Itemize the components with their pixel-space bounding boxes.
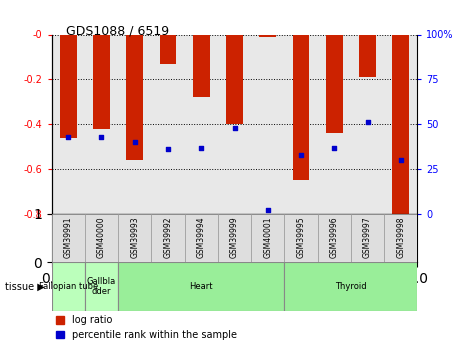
Bar [226, 34, 243, 124]
Bar [118, 214, 151, 262]
Bar [52, 34, 85, 214]
Bar [52, 262, 85, 310]
Text: GSM39991: GSM39991 [64, 216, 73, 258]
Bar [251, 214, 284, 262]
Bar [259, 34, 276, 37]
Bar [85, 214, 118, 262]
Bar [193, 34, 210, 97]
Bar [151, 34, 185, 214]
Bar [284, 34, 318, 214]
Point [231, 125, 238, 130]
Text: tissue ▶: tissue ▶ [5, 282, 45, 291]
Text: GSM39997: GSM39997 [363, 216, 372, 258]
Bar [384, 214, 417, 262]
Bar [351, 34, 384, 214]
Point [331, 145, 338, 150]
Bar [185, 214, 218, 262]
Text: GSM39992: GSM39992 [164, 216, 173, 258]
Bar [151, 214, 185, 262]
Text: Heart: Heart [189, 282, 213, 291]
Text: GSM40001: GSM40001 [263, 216, 272, 258]
Bar [60, 34, 76, 138]
Bar [293, 34, 310, 180]
Bar [52, 214, 85, 262]
Point [131, 139, 138, 145]
Bar [118, 262, 284, 310]
Point [64, 134, 72, 139]
Text: GSM39996: GSM39996 [330, 216, 339, 258]
Bar [351, 214, 384, 262]
Bar [359, 34, 376, 77]
Point [197, 145, 205, 150]
Text: GSM39999: GSM39999 [230, 216, 239, 258]
Text: GSM40000: GSM40000 [97, 216, 106, 258]
Bar [93, 34, 110, 129]
Point [264, 208, 272, 213]
Bar [118, 34, 151, 214]
Text: GDS1088 / 6519: GDS1088 / 6519 [66, 24, 169, 37]
Point [164, 147, 172, 152]
Bar [85, 34, 118, 214]
Bar [218, 214, 251, 262]
Bar [284, 214, 318, 262]
Bar [159, 34, 176, 63]
Bar [318, 34, 351, 214]
Text: GSM39993: GSM39993 [130, 216, 139, 258]
Bar [384, 34, 417, 214]
Point [397, 157, 405, 163]
Bar [85, 262, 118, 310]
Point [98, 134, 105, 139]
Text: Fallopian tube: Fallopian tube [38, 282, 98, 291]
Bar [127, 34, 143, 160]
Bar [185, 34, 218, 214]
Bar [218, 34, 251, 214]
Bar [251, 34, 284, 214]
Bar [393, 34, 409, 214]
Text: GSM39995: GSM39995 [296, 216, 305, 258]
Text: Gallbla
dder: Gallbla dder [87, 277, 116, 296]
Bar [326, 34, 342, 133]
Text: Thyroid: Thyroid [335, 282, 367, 291]
Text: GSM39994: GSM39994 [197, 216, 206, 258]
Point [297, 152, 305, 157]
Bar [284, 262, 417, 310]
Legend: log ratio, percentile rank within the sample: log ratio, percentile rank within the sa… [56, 315, 237, 340]
Bar [318, 214, 351, 262]
Point [364, 120, 371, 125]
Text: GSM39998: GSM39998 [396, 216, 405, 258]
